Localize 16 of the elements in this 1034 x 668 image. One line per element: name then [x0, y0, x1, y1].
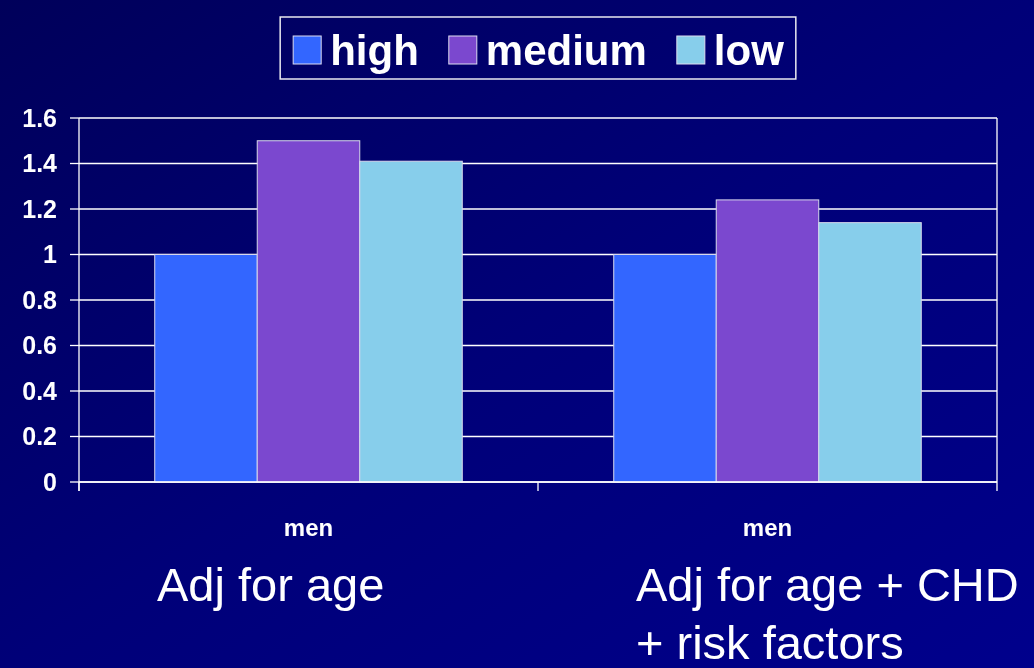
legend-label: low [713, 27, 785, 74]
legend-label: medium [485, 27, 647, 74]
x-tick-label: men [283, 514, 334, 541]
y-tick-label: 1 [43, 240, 58, 269]
legend-label: high [330, 27, 419, 74]
x-tick-label: men [742, 514, 793, 541]
text: Adj for age + CHD + risk factors [636, 558, 1019, 668]
text: Adj for age [157, 558, 385, 611]
y-tick-label: 0.4 [22, 376, 58, 405]
y-tick-label: 0.2 [22, 422, 57, 451]
y-tick-label: 0.6 [22, 331, 57, 360]
y-tick-label: 1.2 [22, 194, 57, 223]
y-tick-label: 1.6 [22, 103, 57, 132]
y-tick-label: 1.4 [22, 149, 58, 178]
y-tick-label: 0.8 [22, 285, 58, 314]
y-tick-label: 0 [43, 467, 57, 496]
